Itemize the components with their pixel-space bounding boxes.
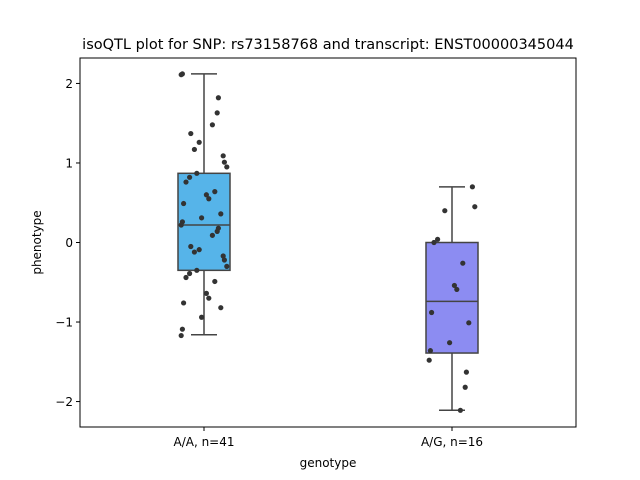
box-iqr [177, 172, 231, 272]
data-point [429, 309, 435, 316]
data-point [194, 267, 200, 273]
data-point [191, 146, 197, 153]
x-tick-label: A/G, n=16 [421, 435, 483, 449]
data-point [199, 215, 205, 221]
data-point [427, 348, 433, 354]
y-tick-label: 2 [65, 77, 73, 91]
data-point [215, 95, 221, 101]
plot-area [177, 71, 479, 413]
data-point [224, 164, 230, 170]
box-iqr [425, 241, 479, 354]
data-point [183, 179, 189, 185]
data-point [218, 305, 224, 311]
data-point [220, 153, 226, 159]
data-point [466, 320, 472, 326]
data-point [454, 286, 460, 293]
data-point [214, 110, 220, 116]
data-point [426, 357, 432, 363]
data-point [196, 247, 202, 253]
plot-frame [79, 57, 577, 428]
data-point [203, 192, 209, 198]
data-point [460, 260, 466, 266]
data-point [462, 384, 468, 390]
data-point [209, 232, 215, 238]
data-point [224, 263, 230, 269]
data-point [221, 257, 227, 263]
data-point [191, 249, 197, 255]
y-axis: 2 1 0 −1 −2 [55, 77, 80, 409]
y-tick-label: 1 [65, 156, 73, 170]
box-group [177, 71, 231, 339]
data-point [457, 407, 463, 413]
x-tick-label: A/A, n=41 [173, 435, 234, 449]
y-tick-label: −1 [55, 316, 73, 330]
x-axis: A/A, n=41 A/G, n=16 [173, 427, 483, 449]
data-point [431, 239, 437, 246]
data-point [183, 274, 189, 281]
data-point [435, 236, 441, 242]
data-point [188, 130, 194, 137]
data-point [442, 208, 448, 214]
x-axis-label: genotype [300, 456, 357, 470]
data-point [206, 196, 212, 202]
data-point [212, 189, 218, 195]
y-tick-label: −2 [55, 395, 73, 409]
data-point [194, 170, 200, 176]
data-point [181, 300, 187, 306]
y-tick-label: 0 [65, 236, 73, 250]
data-point [463, 369, 469, 375]
data-point [209, 122, 215, 128]
data-point [178, 72, 184, 78]
box-group [425, 184, 479, 413]
data-point [218, 211, 224, 217]
data-point [181, 200, 187, 207]
data-point [187, 174, 193, 180]
data-point [451, 282, 457, 289]
data-point [447, 340, 453, 346]
data-point [187, 270, 193, 277]
data-point [212, 278, 218, 285]
data-point [199, 314, 205, 320]
data-point [472, 204, 478, 210]
data-point [178, 222, 184, 228]
data-point [469, 184, 475, 190]
data-point [196, 139, 202, 145]
data-point [188, 243, 194, 250]
data-point [221, 159, 227, 165]
data-point [214, 228, 220, 234]
data-point [206, 295, 212, 301]
data-point [178, 332, 184, 339]
chart-title: isoQTL plot for SNP: rs73158768 and tran… [82, 37, 574, 53]
data-point [179, 326, 185, 332]
data-point [220, 253, 226, 259]
data-point [203, 290, 209, 296]
y-axis-label: phenotype [30, 210, 44, 274]
